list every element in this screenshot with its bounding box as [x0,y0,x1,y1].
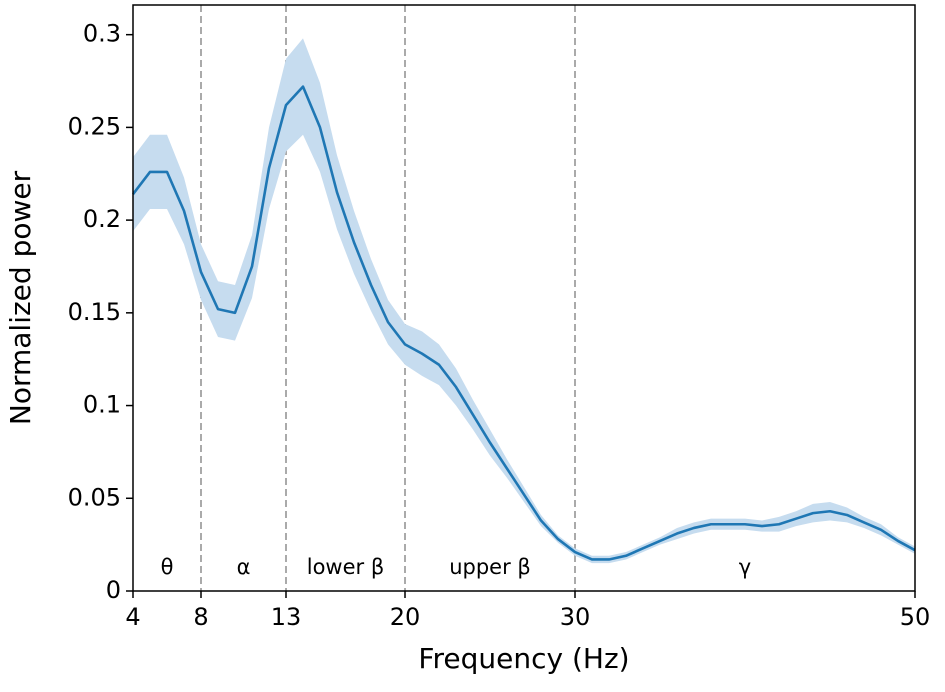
confidence-band [133,38,915,564]
x-axis-label: Frequency (Hz) [418,642,629,675]
y-tick-label: 0 [106,576,121,604]
band-label: upper β [449,555,531,579]
y-tick-label: 0.25 [68,112,121,140]
y-axis-label: Normalized power [4,170,37,425]
y-tick-label: 0.15 [68,298,121,326]
x-tick-label: 50 [900,603,931,631]
band-label: γ [739,555,751,579]
band-label: θ [161,555,174,579]
x-tick-label: 4 [125,603,140,631]
x-tick-label: 30 [560,603,591,631]
band-label: α [237,555,251,579]
y-tick-label: 0.2 [83,205,121,233]
y-tick-label: 0.05 [68,483,121,511]
mean-line [131,85,916,561]
x-tick-label: 20 [390,603,421,631]
y-tick-label: 0.1 [83,391,121,419]
band-label: lower β [307,555,385,579]
y-tick-label: 0.3 [83,20,121,48]
x-tick-label: 8 [193,603,208,631]
x-tick-label: 13 [271,603,302,631]
plot-frame [132,4,916,592]
